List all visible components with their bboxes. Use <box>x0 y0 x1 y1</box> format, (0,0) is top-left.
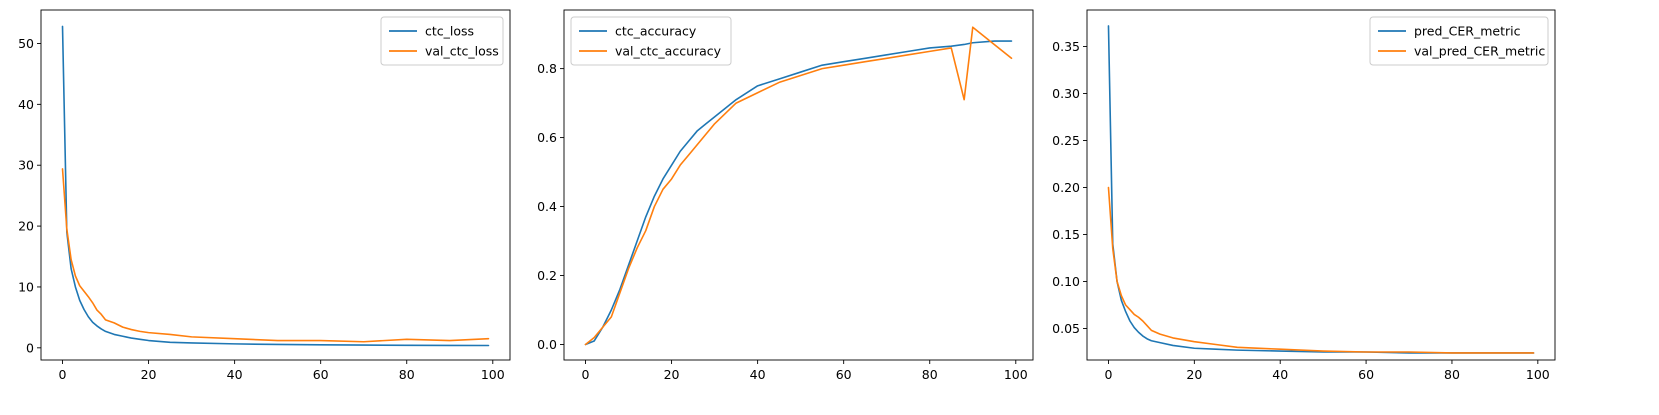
legend-box <box>1369 16 1549 66</box>
plot-area <box>1107 25 1535 354</box>
axes-frame <box>40 9 511 361</box>
x-axis: 0 20 40 60 80 100 <box>1104 360 1550 382</box>
x-tick-label: 40 <box>227 367 243 382</box>
y-axis: 0 10 20 30 40 50 <box>18 36 41 355</box>
legend-label: val_ctc_loss <box>425 44 499 59</box>
legend: pred_CER_metric val_pred_CER_metric <box>1369 16 1549 66</box>
legend-label: ctc_accuracy <box>615 24 697 39</box>
y-tick-label: 0.4 <box>537 199 557 214</box>
x-tick-label: 100 <box>1526 367 1550 382</box>
x-tick-label: 100 <box>1004 367 1028 382</box>
legend-box <box>570 16 732 66</box>
chart-panel-1: 0 20 40 60 80 100 0 10 20 30 40 50 ctc_loss val_ctc_l… <box>18 9 511 382</box>
chart-panel-3: 0 20 40 60 80 100 0.05 0.10 0.15 0.20 0.25 0.30 0.35… <box>1052 9 1556 382</box>
x-tick-label: 0 <box>1104 367 1112 382</box>
y-tick-label: 0.10 <box>1052 274 1080 289</box>
x-tick-label: 0 <box>59 367 67 382</box>
x-tick-label: 40 <box>750 367 766 382</box>
y-tick-label: 40 <box>18 97 34 112</box>
legend-label: ctc_loss <box>425 24 474 39</box>
series-line-val-ctc-accuracy <box>584 26 1013 346</box>
series-line-val-pred-CER-metric <box>1107 186 1535 354</box>
x-tick-label: 20 <box>141 367 157 382</box>
y-tick-label: 0.15 <box>1052 227 1080 242</box>
x-tick-label: 20 <box>664 367 680 382</box>
y-tick-label: 30 <box>18 158 34 173</box>
y-tick-label: 20 <box>18 219 34 234</box>
axes-frame <box>1086 9 1556 361</box>
y-axis: 0.05 0.10 0.15 0.20 0.25 0.30 0.35 <box>1052 39 1087 336</box>
y-tick-label: 0 <box>26 340 34 355</box>
chart-panel-2: 0 20 40 60 80 100 0.0 0.2 0.4 0.6 0.8 ctc_accuracyv… <box>537 9 1034 382</box>
y-tick-label: 0.05 <box>1052 321 1080 336</box>
y-tick-label: 0.25 <box>1052 133 1080 148</box>
x-tick-label: 60 <box>1358 367 1374 382</box>
legend-box <box>380 16 504 66</box>
y-tick-label: 0.30 <box>1052 86 1080 101</box>
x-tick-label: 60 <box>313 367 329 382</box>
y-tick-label: 0.6 <box>537 130 557 145</box>
series-line-val-ctc-loss <box>61 168 490 343</box>
y-tick-label: 0.20 <box>1052 180 1080 195</box>
legend-label: pred_CER_metric <box>1414 24 1521 39</box>
legend-label: val_ctc_accuracy <box>615 44 722 59</box>
y-tick-label: 10 <box>18 279 34 294</box>
x-tick-label: 20 <box>1186 367 1202 382</box>
y-tick-label: 0.35 <box>1052 39 1080 54</box>
legend-label: val_pred_CER_metric <box>1414 44 1545 59</box>
x-tick-label: 0 <box>582 367 590 382</box>
y-axis: 0.0 0.2 0.4 0.6 0.8 <box>537 61 564 352</box>
x-axis: 0 20 40 60 80 100 <box>582 360 1028 382</box>
plot-area <box>61 25 490 347</box>
x-tick-label: 80 <box>399 367 415 382</box>
y-tick-label: 0.8 <box>537 61 557 76</box>
y-tick-label: 50 <box>18 36 34 51</box>
y-tick-label: 0.0 <box>537 337 557 352</box>
x-tick-label: 80 <box>922 367 938 382</box>
axes-frame <box>563 9 1034 361</box>
series-line-ctc-accuracy <box>584 40 1013 346</box>
series-line-ctc-loss <box>61 25 490 347</box>
x-axis: 0 20 40 60 80 100 <box>59 360 505 382</box>
x-tick-label: 60 <box>836 367 852 382</box>
x-tick-label: 80 <box>1444 367 1460 382</box>
x-tick-label: 40 <box>1272 367 1288 382</box>
legend: ctc_loss val_ctc_loss <box>380 16 504 66</box>
legend: ctc_accuracy val_ctc_accuracy <box>570 16 732 66</box>
x-tick-label: 100 <box>481 367 505 382</box>
plot-area <box>584 26 1013 346</box>
y-tick-label: 0.2 <box>537 268 557 283</box>
